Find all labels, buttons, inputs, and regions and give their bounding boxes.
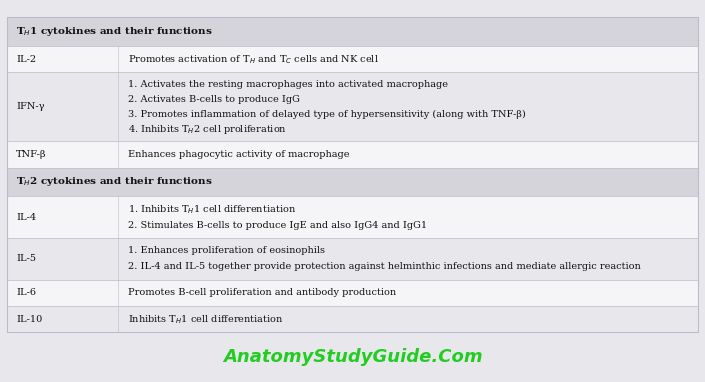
Text: Inhibits T$_{H}$1 cell differentiation: Inhibits T$_{H}$1 cell differentiation: [128, 313, 283, 325]
Text: IL-10: IL-10: [16, 315, 42, 324]
Bar: [7, 238, 698, 280]
Text: 2. Stimulates B-cells to produce IgE and also IgG4 and IgG1: 2. Stimulates B-cells to produce IgE and…: [128, 221, 427, 230]
Text: IL-2: IL-2: [16, 55, 37, 64]
Text: IL-4: IL-4: [16, 213, 37, 222]
Bar: [7, 280, 698, 306]
Text: 1. Activates the resting macrophages into activated macrophage: 1. Activates the resting macrophages int…: [128, 80, 448, 89]
Bar: [7, 17, 698, 46]
Bar: [7, 196, 698, 238]
Text: AnatomyStudyGuide.Com: AnatomyStudyGuide.Com: [223, 348, 482, 366]
Bar: [7, 141, 698, 168]
Text: TNF-β: TNF-β: [16, 150, 47, 159]
Text: Promotes activation of T$_{H}$ and T$_{C}$ cells and NK cell: Promotes activation of T$_{H}$ and T$_{C…: [128, 53, 379, 66]
Text: T$_{H}$1 cytokines and their functions: T$_{H}$1 cytokines and their functions: [16, 25, 213, 38]
Text: 4. Inhibits T$_{H}$2 cell proliferation: 4. Inhibits T$_{H}$2 cell proliferation: [128, 123, 287, 136]
Text: IL-5: IL-5: [16, 254, 36, 263]
Bar: [7, 46, 698, 73]
Text: Promotes B-cell proliferation and antibody production: Promotes B-cell proliferation and antibo…: [128, 288, 396, 297]
Text: T$_{H}$2 cytokines and their functions: T$_{H}$2 cytokines and their functions: [16, 175, 213, 188]
Text: IL-6: IL-6: [16, 288, 36, 297]
Text: 3. Promotes inflammation of delayed type of hypersensitivity (along with TNF-β): 3. Promotes inflammation of delayed type…: [128, 110, 525, 119]
Bar: [7, 168, 698, 196]
Text: Enhances phagocytic activity of macrophage: Enhances phagocytic activity of macropha…: [128, 150, 349, 159]
Text: 2. Activates B-cells to produce IgG: 2. Activates B-cells to produce IgG: [128, 95, 300, 104]
Text: 2. IL-4 and IL-5 together provide protection against helminthic infections and m: 2. IL-4 and IL-5 together provide protec…: [128, 262, 640, 271]
Bar: [7, 73, 698, 141]
Bar: [7, 306, 698, 332]
Text: 1. Enhances proliferation of eosinophils: 1. Enhances proliferation of eosinophils: [128, 246, 324, 255]
Text: 1. Inhibits T$_{H}$1 cell differentiation: 1. Inhibits T$_{H}$1 cell differentiatio…: [128, 203, 295, 215]
Text: IFN-γ: IFN-γ: [16, 102, 44, 111]
Bar: [7, 17, 698, 332]
